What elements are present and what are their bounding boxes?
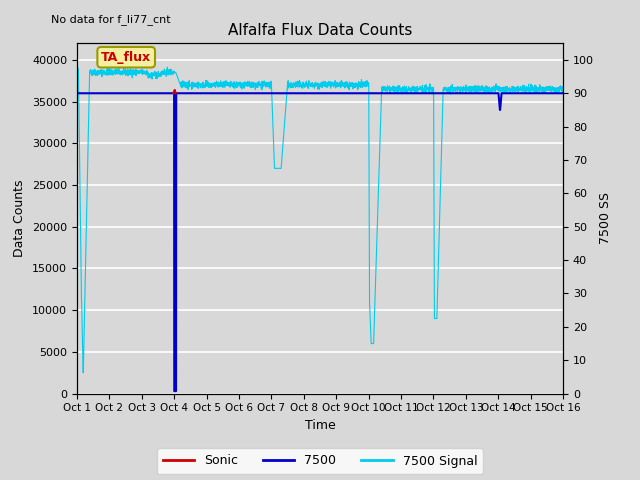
X-axis label: Time: Time [305, 419, 335, 432]
Title: Alfalfa Flux Data Counts: Alfalfa Flux Data Counts [228, 23, 412, 38]
Y-axis label: 7500 SS: 7500 SS [600, 192, 612, 244]
Text: TA_flux: TA_flux [101, 51, 151, 64]
Text: No data for f_li77_cnt: No data for f_li77_cnt [51, 14, 171, 25]
Legend: Sonic, 7500, 7500 Signal: Sonic, 7500, 7500 Signal [157, 448, 483, 474]
Y-axis label: Data Counts: Data Counts [13, 180, 26, 257]
